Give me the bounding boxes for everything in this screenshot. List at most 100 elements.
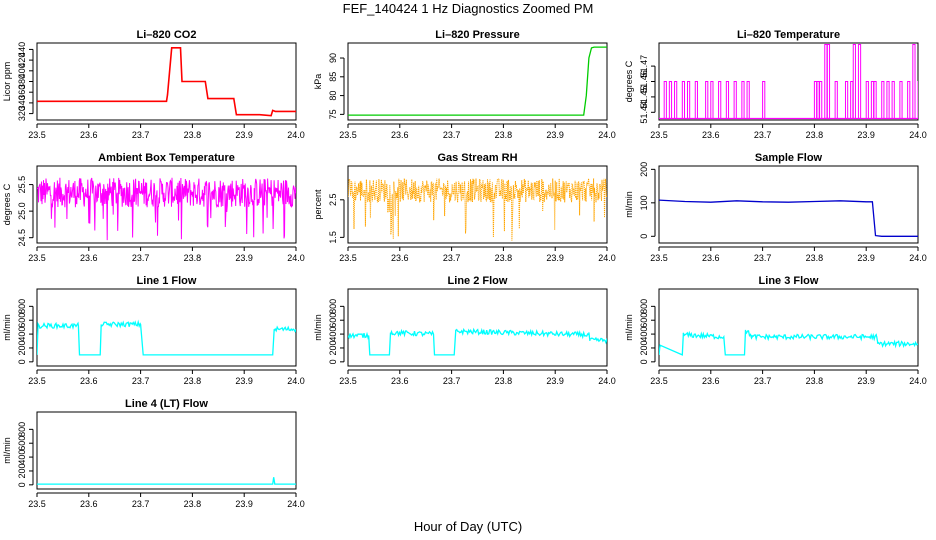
- x-tick-label: 23.5: [339, 130, 357, 140]
- x-tick-label: 23.5: [650, 253, 668, 263]
- series-spike: [881, 81, 885, 119]
- y-tick-label: 400: [328, 327, 338, 342]
- x-tick-label: 23.5: [28, 253, 46, 263]
- panel-ylabel: degrees C: [2, 183, 12, 225]
- y-tick-label: 400: [17, 450, 27, 465]
- x-tick-label: 23.8: [806, 253, 824, 263]
- y-tick-label: 400: [639, 327, 649, 342]
- series-spike: [844, 81, 849, 119]
- series-line: [37, 47, 296, 117]
- panel-ylabel: ml/min: [2, 437, 12, 464]
- series-spike: [710, 81, 714, 119]
- figure-title: FEF_140424 1 Hz Diagnostics Zoomed PM: [343, 1, 594, 16]
- x-tick-label: 23.8: [806, 130, 824, 140]
- x-tick-label: 24.0: [287, 499, 305, 509]
- x-tick-label: 24.0: [287, 130, 305, 140]
- series-spike: [826, 44, 831, 119]
- series-spike: [852, 44, 856, 119]
- y-tick-label: 200: [639, 340, 649, 355]
- panel-0: Li–820 CO2 Licor ppm 23.5 23.6 23.7 23.8 23.9 2…: [2, 29, 305, 140]
- x-tick-label: 23.7: [443, 376, 461, 386]
- panel-ylabel: ml/min: [624, 191, 634, 218]
- x-tick-label: 23.6: [391, 253, 409, 263]
- y-tick-label: 800: [328, 299, 338, 314]
- panel-ylabel: percent: [313, 189, 323, 220]
- panel-title: Gas Stream RH: [437, 152, 517, 164]
- panel-frame: [347, 165, 608, 244]
- x-tick-label: 23.5: [28, 376, 46, 386]
- series-spike: [870, 81, 875, 119]
- y-tick-label: 440: [17, 42, 27, 57]
- panel-ylabel: Licor ppm: [2, 62, 12, 102]
- y-tick-label: 400: [17, 327, 27, 342]
- x-tick-label: 23.9: [546, 130, 564, 140]
- panel-ylabel: ml/min: [313, 314, 323, 341]
- x-tick-label: 23.9: [857, 253, 875, 263]
- series-spike: [681, 81, 686, 119]
- y-tick-label: 320: [17, 106, 27, 121]
- x-tick-label: 23.8: [495, 376, 513, 386]
- x-tick-label: 23.9: [235, 253, 253, 263]
- panel-title: Li–820 Pressure: [435, 29, 519, 41]
- series-spike: [718, 81, 722, 119]
- series-spike: [912, 44, 916, 119]
- y-tick-label: 800: [639, 299, 649, 314]
- panel-frame: [36, 42, 297, 121]
- series-group: [348, 177, 607, 241]
- y-tick-label: 24.5: [17, 229, 27, 247]
- x-tick-label: 23.8: [184, 376, 202, 386]
- panel-frame: [658, 165, 919, 244]
- series-line: [348, 327, 607, 356]
- x-tick-label: 23.7: [754, 130, 772, 140]
- series-spike: [850, 81, 854, 119]
- y-tick-label: 25.0: [17, 202, 27, 220]
- y-tick-label: 400: [17, 63, 27, 78]
- x-tick-label: 23.7: [132, 130, 150, 140]
- y-tick-label: 420: [17, 53, 27, 68]
- x-tick-label: 23.9: [235, 376, 253, 386]
- x-tick-label: 23.8: [184, 253, 202, 263]
- panel-ylabel: degrees C: [624, 60, 634, 102]
- series-group: [348, 46, 607, 116]
- x-tick-label: 23.5: [650, 376, 668, 386]
- y-tick-label: 25.5: [17, 176, 27, 194]
- x-tick-label: 23.7: [132, 376, 150, 386]
- x-tick-label: 24.0: [598, 130, 616, 140]
- y-tick-label: 800: [17, 422, 27, 437]
- x-tick-label: 23.9: [857, 130, 875, 140]
- x-tick-label: 23.7: [443, 130, 461, 140]
- y-tick-label: 1.5: [328, 231, 338, 244]
- series-line: [37, 177, 296, 241]
- x-tick-label: 23.9: [546, 376, 564, 386]
- panel-8: Line 3 Flow ml/min 23.5 23.6 23.7 23.8 23.9 24.…: [624, 275, 927, 386]
- x-tick-label: 23.6: [702, 130, 720, 140]
- y-tick-label: 51.44: [639, 101, 649, 124]
- panels-group: Li–820 CO2 Licor ppm 23.5 23.6 23.7 23.8 23.9 2…: [2, 29, 927, 509]
- x-tick-label: 23.8: [495, 130, 513, 140]
- panel-5: Sample Flow ml/min 23.5 23.6 23.7 23.8 23.9 24.…: [624, 152, 927, 263]
- y-tick-label: 90: [328, 53, 338, 63]
- x-tick-label: 23.5: [339, 376, 357, 386]
- panel-ylabel: kPa: [313, 74, 323, 90]
- panel-9: Line 4 (LT) Flow ml/min 23.5 23.6 23.7 23.8 23…: [2, 398, 305, 509]
- series-group: [348, 327, 607, 356]
- y-tick-label: 51.47: [639, 55, 649, 78]
- y-tick-label: 0: [328, 359, 338, 364]
- x-tick-label: 23.6: [80, 499, 98, 509]
- x-tick-label: 23.5: [650, 130, 668, 140]
- x-tick-label: 23.8: [495, 253, 513, 263]
- panel-title: Li–820 Temperature: [737, 29, 840, 41]
- series-spike: [725, 81, 730, 119]
- y-tick-label: 200: [17, 463, 27, 478]
- series-spike: [741, 81, 745, 119]
- series-line: [37, 319, 296, 356]
- panel-1: Li–820 Pressure kPa 23.5 23.6 23.7 23.8 23.9 24…: [313, 29, 616, 140]
- x-tick-label: 23.8: [184, 130, 202, 140]
- panel-title: Line 1 Flow: [137, 275, 197, 287]
- series-group: [659, 329, 918, 356]
- x-tick-label: 23.7: [132, 253, 150, 263]
- series-spike: [762, 81, 766, 119]
- series-spike: [663, 81, 667, 119]
- y-tick-label: 0: [639, 234, 649, 239]
